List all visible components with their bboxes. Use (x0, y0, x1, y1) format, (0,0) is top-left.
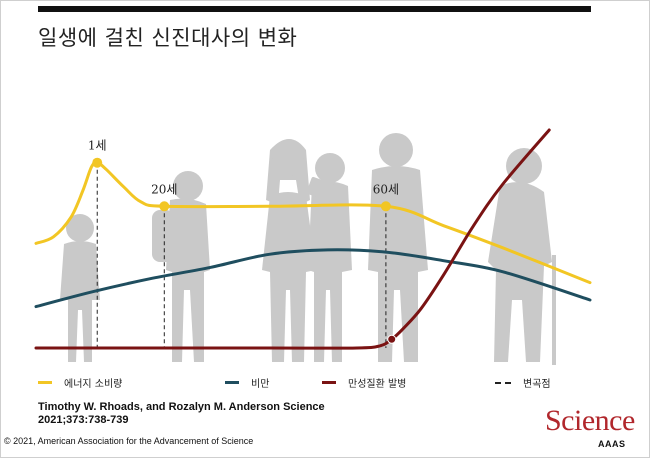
citation-line-2: 2021;373:738-739 (38, 414, 129, 426)
obesity-line (34, 248, 592, 309)
legend-swatch-obesity (225, 381, 239, 384)
citation-line-1: Timothy W. Rhoads, and Rozalyn M. Anders… (38, 401, 325, 413)
copyright-notice: © 2021, American Association for the Adv… (4, 436, 254, 446)
legend-item-obesity: 비만 (225, 375, 269, 390)
turning-point-label-2: 60세 (373, 182, 399, 196)
turning-point-label-0: 1세 (88, 139, 107, 153)
turning-point-marker-3 (387, 334, 397, 344)
series-lines (34, 128, 592, 350)
turning-point-markers: 1세 20세 60세 (88, 139, 399, 344)
teen-silhouette (152, 171, 210, 362)
turning-point-marker-0 (92, 157, 103, 168)
middle-aged-silhouette (368, 133, 428, 362)
citation: Timothy W. Rhoads, and Rozalyn M. Anders… (38, 401, 325, 427)
legend-item-chronic-disease: 만성질환 발병 (322, 375, 406, 390)
legend-label-obesity: 비만 (251, 379, 270, 390)
legend-label-chronic-disease: 만성질환 발병 (348, 379, 407, 390)
turning-point-label-1: 20세 (151, 182, 177, 196)
child-silhouette (60, 214, 100, 362)
turning-point-marker-1 (159, 201, 170, 212)
legend-item-turning-point: 변곡점 (495, 375, 551, 390)
legend-label-turning-point: 변곡점 (523, 379, 551, 390)
legend-swatch-energy (38, 381, 52, 384)
legend: 에너지 소비량 비만 만성질환 발병 변곡점 (0, 375, 650, 393)
legend-swatch-chronic-disease (322, 381, 336, 384)
legend-label-energy: 에너지 소비량 (64, 379, 123, 390)
chart-title: 일생에 걸친 신진대사의 변화 (38, 26, 298, 50)
legend-swatch-turning-point (495, 381, 511, 384)
energy-expenditure-line (34, 161, 592, 285)
life-stage-silhouettes (60, 133, 556, 365)
aaas-logo: AAAS (598, 439, 626, 449)
legend-item-energy: 에너지 소비량 (38, 375, 122, 390)
elderly-silhouette (488, 148, 556, 365)
adult-reading-silhouette (306, 153, 352, 362)
turning-point-marker-2 (380, 201, 391, 212)
top-bar (38, 6, 591, 12)
young-woman-silhouette (262, 139, 316, 362)
chronic-disease-line (34, 128, 551, 350)
science-logo: Science (545, 404, 635, 437)
